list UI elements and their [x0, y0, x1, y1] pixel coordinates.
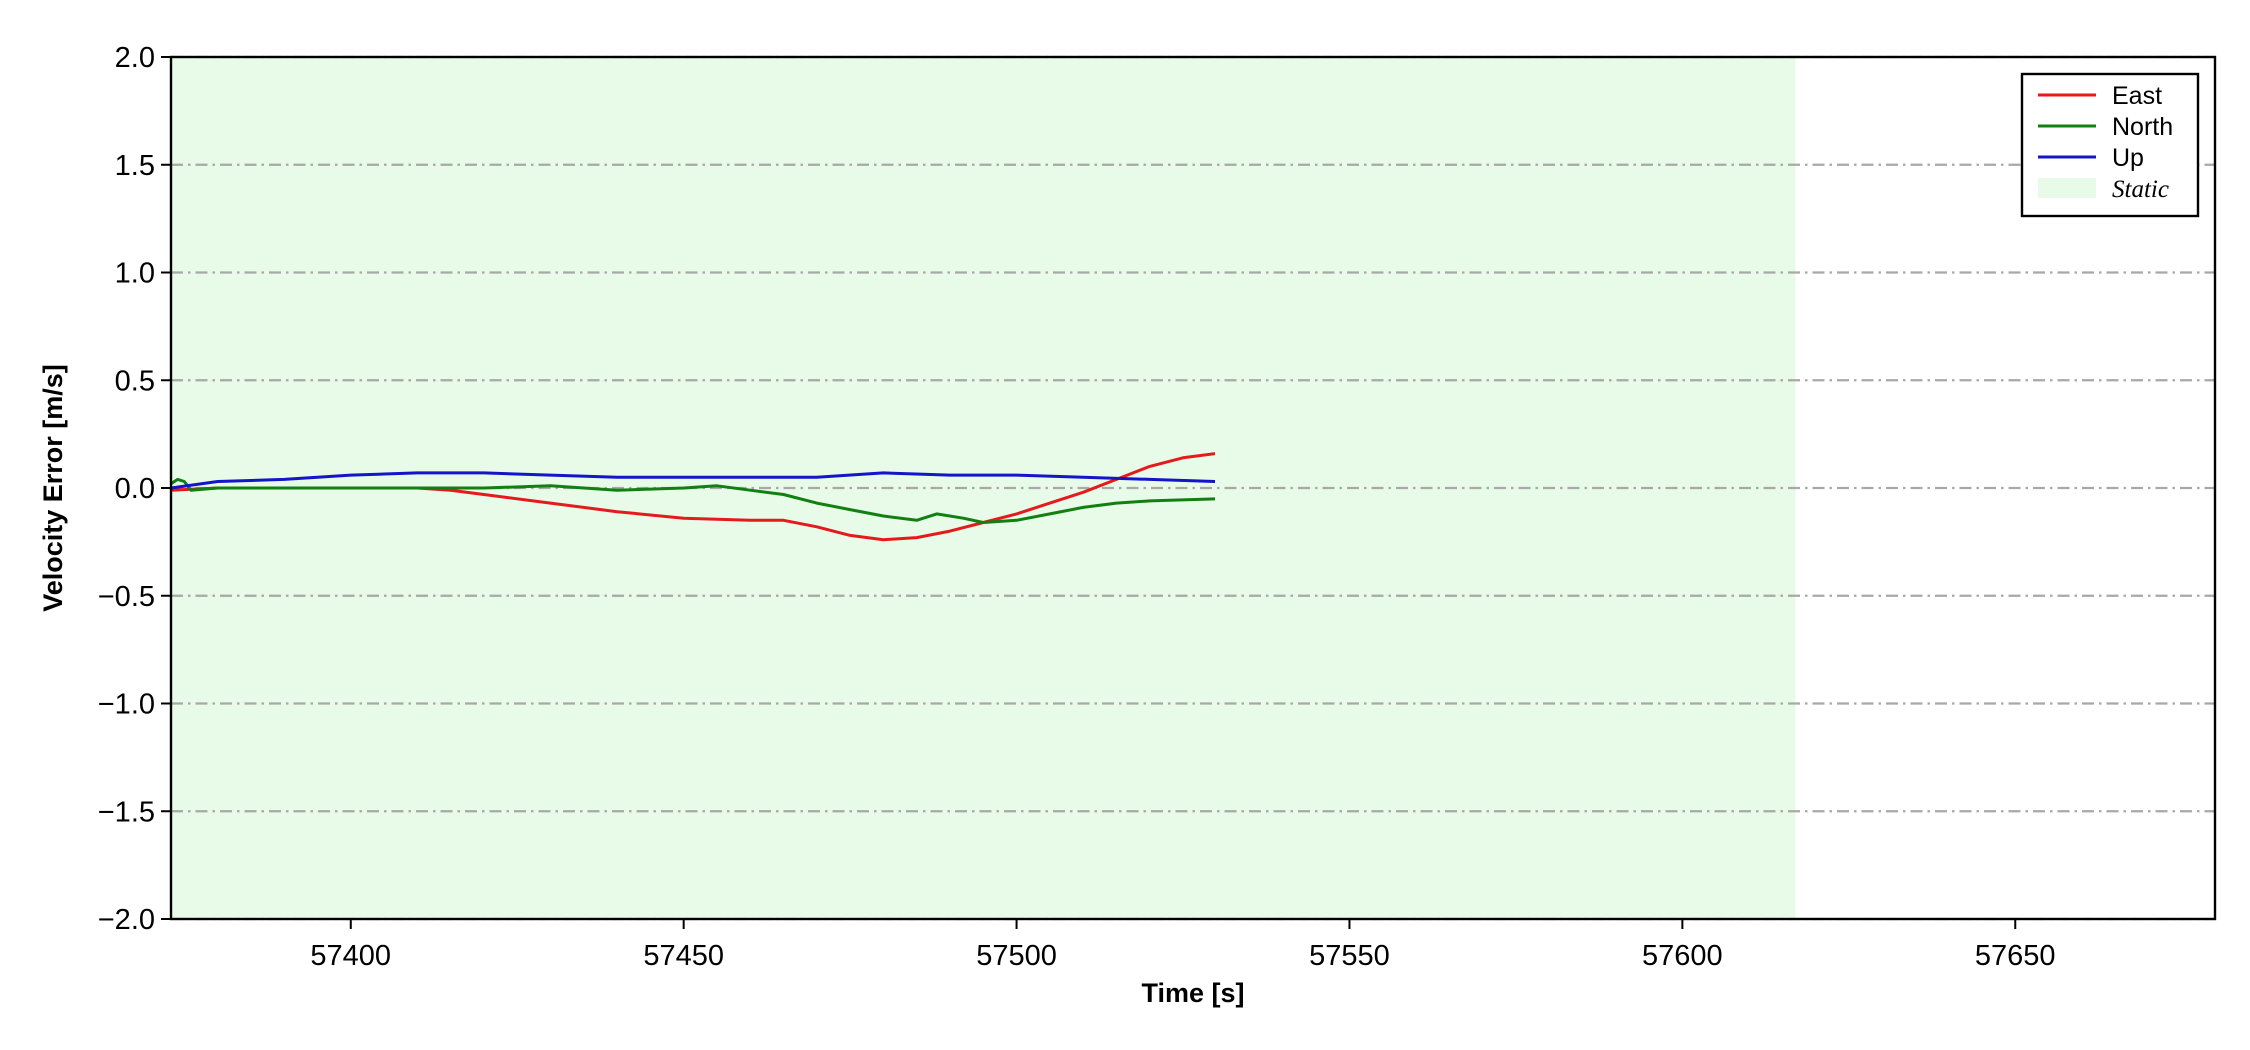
- legend-label-static: Static: [2112, 176, 2169, 203]
- y-tick-label-5: −0.5: [98, 581, 155, 613]
- axis-ticks: 2.0 1.5 1.0 0.5 0.0 −0.5 −1.0 −1.5 −2.0 57400 5745…: [98, 42, 2056, 972]
- series-line-east: [171, 452, 1215, 542]
- y-tick-label-2: 1.0: [115, 258, 155, 290]
- y-tick-label-0: 2.0: [115, 42, 155, 74]
- legend-label-north: North: [2112, 113, 2173, 141]
- y-tick-label-6: −1.0: [98, 689, 155, 721]
- x-tick-label-5: 57650: [1975, 940, 2056, 972]
- y-tick-label-8: −2.0: [98, 904, 155, 936]
- series-lines: [171, 452, 1215, 542]
- y-tick-label-1: 1.5: [115, 150, 155, 182]
- x-tick-label-0: 57400: [310, 940, 391, 972]
- x-tick-label-3: 57550: [1309, 940, 1390, 972]
- series-line-north: [171, 477, 1215, 524]
- legend-label-east: East: [2112, 82, 2162, 110]
- y-axis-title: Velocity Error [m/s]: [38, 364, 68, 612]
- series-line-up: [171, 471, 1215, 490]
- y-tick-label-3: 0.5: [115, 365, 155, 397]
- y-tick-label-7: −1.5: [98, 796, 155, 828]
- x-tick-label-1: 57450: [643, 940, 724, 972]
- legend-label-up: Up: [2112, 144, 2144, 172]
- legend-patch-static: [2038, 178, 2096, 198]
- legend: East North Up Static: [2020, 72, 2200, 218]
- y-tick-label-4: 0.0: [115, 473, 155, 505]
- x-tick-label-4: 57600: [1642, 940, 1723, 972]
- x-axis-title: Time [s]: [1141, 978, 1244, 1008]
- x-tick-label-2: 57500: [976, 940, 1057, 972]
